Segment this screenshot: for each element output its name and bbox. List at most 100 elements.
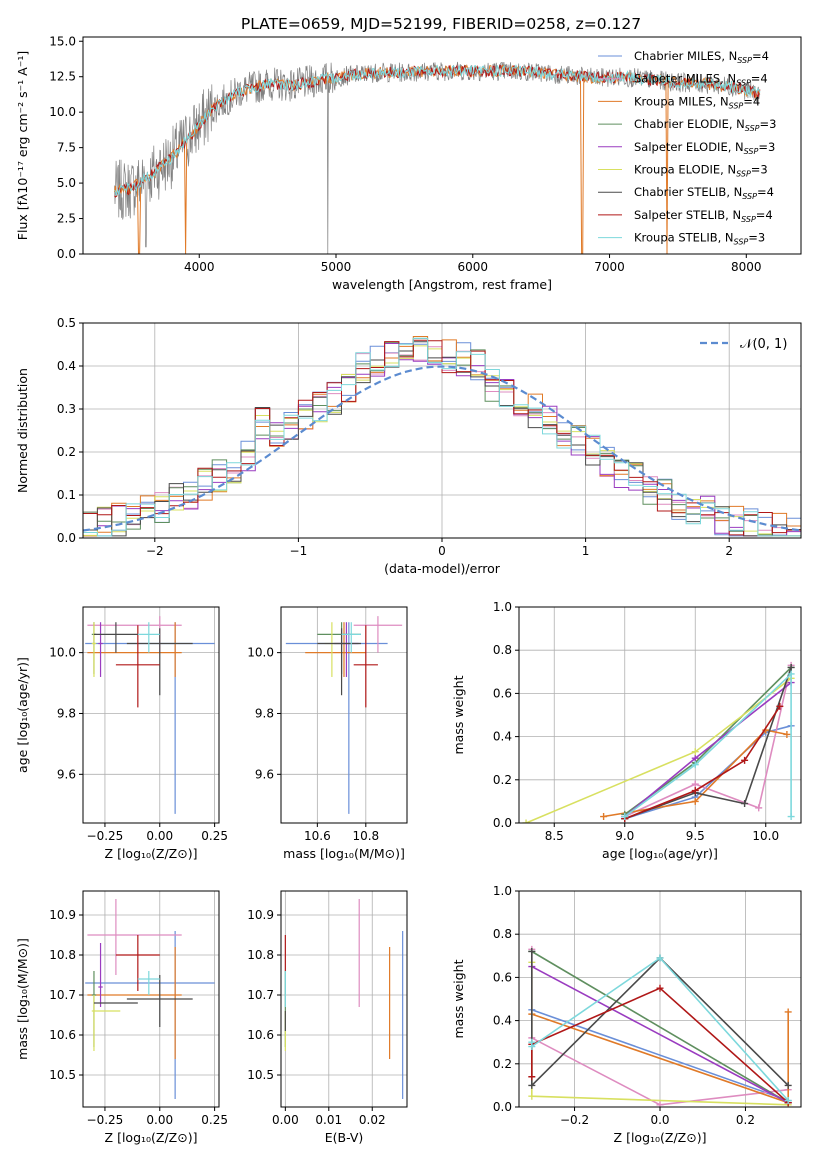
panel-age_vs_z: −0.25 0.00 0.25 9.6 9.8 10.0 Z [log₁₀(Z/Z⊙)] ag… <box>15 606 228 861</box>
data-point-marker <box>621 813 629 821</box>
normal-curve <box>83 365 801 532</box>
x-tick-label: 0.00 <box>272 1113 299 1127</box>
data-point-marker <box>691 797 699 805</box>
y-tick-label: 2.5 <box>57 212 76 226</box>
y-tick-label: 0.6 <box>493 686 512 700</box>
legend-sub: SSP <box>742 192 757 201</box>
y-tick-label: 0.4 <box>57 359 76 373</box>
y-tick-label: 0.6 <box>493 970 512 984</box>
y-tick-label: 10.0 <box>49 105 76 119</box>
x-tick-label: 8000 <box>731 260 762 274</box>
x-tick-label: 4000 <box>184 260 215 274</box>
axes-frame <box>518 606 802 824</box>
legend-label: Kroupa ELODIE, NSSP=3 <box>634 163 768 179</box>
legend-label: Kroupa MILES, NSSP=4 <box>634 94 760 110</box>
data-point-marker <box>787 813 795 821</box>
y-tick-label: 9.6 <box>57 767 76 781</box>
plot-area-weight_vs_z <box>528 945 792 1107</box>
axes-frame <box>82 890 220 1108</box>
legend-sub: SSP <box>737 56 752 65</box>
legend-tail: =3 <box>748 231 765 245</box>
legend-tail: =4 <box>757 185 774 199</box>
x-tick-label: −1 <box>290 544 308 558</box>
data-point-marker <box>691 761 699 769</box>
panel-weight_vs_z: −0.2 0.0 0.2 0.0 0.2 0.4 0.6 0.8 1.0 Z [log₁₀(Z/Z… <box>451 884 802 1145</box>
y-tick-label: 0.0 <box>493 816 512 830</box>
data-point-marker <box>691 748 699 756</box>
panel-weight_vs_age: 8.5 9.0 9.5 10.0 0.0 0.2 0.4 0.6 0.8 1.0 age [log₁… <box>451 600 802 861</box>
x-tick-label: −0.25 <box>87 1113 124 1127</box>
y-tick-label: 0.0 <box>57 247 76 261</box>
x-tick-label: −2 <box>146 544 164 558</box>
y-axis-label: mass [log₁₀(M/M⊙)] <box>15 938 30 1060</box>
data-point-marker <box>755 804 763 812</box>
panel-mass_vs_z: −0.25 0.00 0.25 10.5 10.6 10.7 10.8 10.9 Z [log₁… <box>15 890 228 1145</box>
legend-sub: SSP <box>744 147 759 156</box>
series-line-chabrier_stelib <box>530 951 789 1088</box>
y-tick-label: 10.0 <box>247 646 274 660</box>
data-point-marker <box>528 1043 536 1051</box>
model-spectrum-kroupa_stelib <box>114 64 761 196</box>
x-axis-label: age [log₁₀(age/yr)] <box>602 846 718 861</box>
axes-frame <box>82 36 802 255</box>
x-axis-label: Z [log₁₀(Z/Z⊙)] <box>105 846 198 861</box>
data-point-marker <box>784 1008 792 1016</box>
y-tick-label: 10.5 <box>247 1068 274 1082</box>
legend-tail: =4 <box>756 208 773 222</box>
x-tick-label: 0.25 <box>201 829 228 843</box>
y-axis-label: Normed distribution <box>15 368 30 493</box>
legend-label: Chabrier MILES, NSSP=4 <box>634 49 769 65</box>
series-line-salpeter_elodie <box>531 965 789 1104</box>
y-tick-label: 7.5 <box>57 141 76 155</box>
legend-sub: SSP <box>729 101 744 110</box>
x-tick-label: 0.02 <box>359 1113 386 1127</box>
x-tick-label: 6000 <box>457 260 488 274</box>
data-point-marker <box>656 954 664 962</box>
legend-tail: =3 <box>758 140 775 154</box>
y-tick-label: 0.5 <box>57 316 76 330</box>
x-tick-label: 0 <box>438 544 446 558</box>
y-tick-label: 9.8 <box>57 706 76 720</box>
data-point-marker <box>784 1097 792 1105</box>
data-point-marker <box>528 947 536 955</box>
x-tick-label: −0.2 <box>560 1113 589 1127</box>
x-tick-label: 0.0 <box>650 1113 669 1127</box>
legend: Chabrier MILES, NSSP=4 Salpeter MILES, NS… <box>598 49 776 247</box>
x-tick-label: 10.8 <box>352 829 379 843</box>
plot-area-age_vs_z <box>85 616 215 814</box>
data-point-marker <box>787 663 795 671</box>
axes-frame <box>280 890 408 1108</box>
y-tick-label: 9.8 <box>255 706 274 720</box>
legend-tail: =3 <box>751 163 768 177</box>
legend-sub: SSP <box>734 238 749 247</box>
x-tick-label: 0.01 <box>315 1113 342 1127</box>
x-tick-label: 0.25 <box>201 1113 228 1127</box>
plot-area-age_vs_mass <box>285 616 403 814</box>
legend-tail: =4 <box>752 49 769 63</box>
legend-tail: =4 <box>751 72 768 86</box>
x-tick-label: 0.2 <box>736 1113 755 1127</box>
data-point-marker <box>741 756 749 764</box>
series-line-salpeter_stelib <box>624 705 781 820</box>
legend-label: Kroupa STELIB, NSSP=3 <box>634 231 765 247</box>
data-point-marker <box>783 730 791 738</box>
data-point-marker <box>656 1101 664 1107</box>
y-tick-label: 10.5 <box>49 1068 76 1082</box>
plot-area-residuals <box>83 336 801 537</box>
data-point-marker <box>600 813 608 821</box>
series-line-chabrier_stelib <box>624 667 792 820</box>
x-axis-label: Z [log₁₀(Z/Z⊙)] <box>614 1130 707 1145</box>
axes-frame <box>280 606 408 824</box>
y-tick-label: 1.0 <box>493 884 512 898</box>
plot-area-spectrum <box>114 61 761 254</box>
panel-age_vs_mass: 10.6 10.8 9.6 9.8 10.0 mass [log₁₀(M/M⊙)] <box>247 606 408 861</box>
histogram-salpeter_stelib <box>83 339 801 536</box>
y-tick-label: 12.5 <box>49 70 76 84</box>
legend-sub: SSP <box>745 124 760 133</box>
x-axis-label: wavelength [Angstrom, rest frame] <box>332 277 552 292</box>
legend-label: 𝒩(0, 1) <box>740 337 787 352</box>
y-tick-label: 10.6 <box>247 1028 274 1042</box>
data-point-marker <box>528 1081 536 1089</box>
legend-label: Salpeter ELODIE, NSSP=3 <box>634 140 775 156</box>
